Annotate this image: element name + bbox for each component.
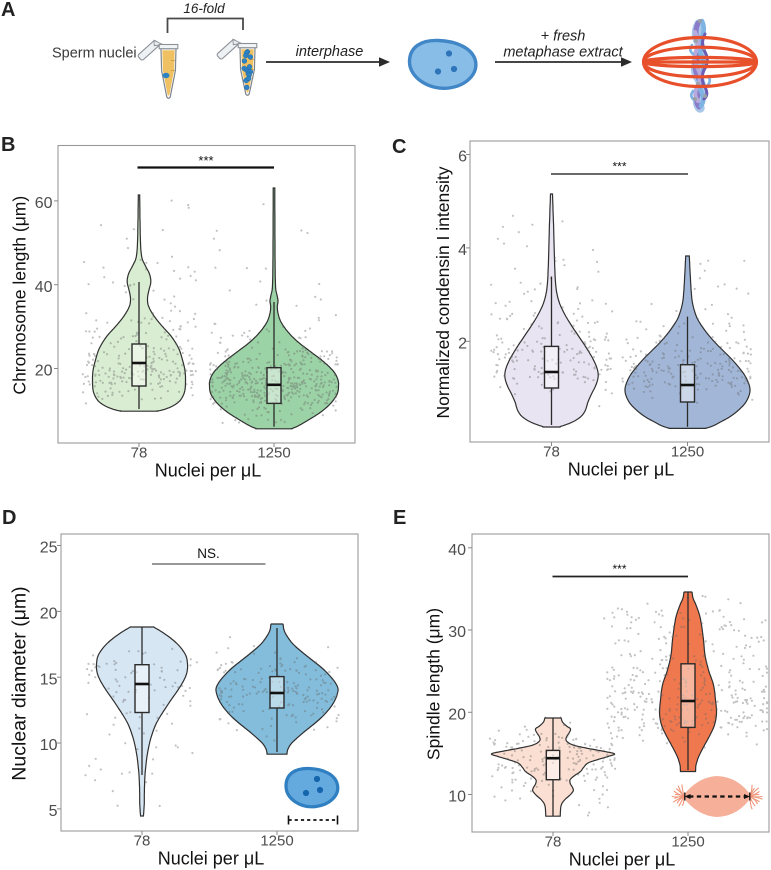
svg-text:1250: 1250: [260, 832, 293, 849]
svg-text:***: ***: [198, 153, 213, 168]
svg-text:Normalized condensin I intensi: Normalized condensin I intensity: [433, 166, 453, 418]
svg-text:78: 78: [543, 443, 560, 460]
svg-text:Nuclei per μL: Nuclei per μL: [568, 460, 674, 480]
svg-text:40: 40: [35, 279, 53, 296]
svg-text:NS.: NS.: [197, 546, 220, 561]
svg-text:Nuclear diameter (μm): Nuclear diameter (μm): [9, 586, 31, 780]
svg-text:Spindle length (μm): Spindle length (μm): [424, 608, 444, 760]
svg-text:60: 60: [35, 195, 53, 212]
svg-text:D: D: [2, 507, 16, 529]
svg-text:4: 4: [458, 242, 467, 259]
svg-text:Nuclei per μL: Nuclei per μL: [569, 850, 675, 870]
svg-text:+ fresh: + fresh: [541, 29, 586, 45]
svg-text:40: 40: [448, 542, 466, 559]
svg-text:A: A: [1, 0, 15, 21]
svg-text:10: 10: [448, 789, 466, 806]
svg-text:1250: 1250: [257, 444, 290, 461]
svg-text:Sperm nuclei: Sperm nuclei: [52, 46, 137, 62]
svg-text:20: 20: [35, 363, 53, 380]
svg-text:25: 25: [40, 540, 58, 557]
svg-text:B: B: [1, 134, 15, 156]
svg-text:20: 20: [40, 606, 58, 623]
svg-text:1250: 1250: [671, 833, 704, 850]
svg-text:78: 78: [134, 832, 151, 849]
svg-text:interphase: interphase: [296, 44, 364, 60]
svg-text:78: 78: [545, 833, 562, 850]
svg-text:2: 2: [458, 336, 467, 353]
svg-text:C: C: [392, 136, 406, 158]
svg-text:Nuclei per μL: Nuclei per μL: [155, 461, 261, 481]
svg-text:***: ***: [612, 160, 626, 174]
svg-text:78: 78: [131, 444, 148, 461]
svg-text:30: 30: [448, 624, 466, 641]
svg-text:15: 15: [40, 671, 58, 688]
svg-text:metaphase extract: metaphase extract: [503, 45, 623, 61]
svg-text:16-fold: 16-fold: [183, 1, 225, 16]
svg-text:5: 5: [49, 803, 58, 820]
svg-text:20: 20: [448, 707, 466, 724]
svg-text:10: 10: [40, 737, 58, 754]
svg-text:Chromosome length (μm): Chromosome length (μm): [10, 196, 30, 395]
svg-text:E: E: [393, 507, 406, 529]
svg-text:6: 6: [458, 149, 467, 166]
svg-text:***: ***: [612, 562, 626, 576]
svg-text:Nuclei per μL: Nuclei per μL: [158, 849, 264, 869]
svg-text:1250: 1250: [671, 443, 704, 460]
